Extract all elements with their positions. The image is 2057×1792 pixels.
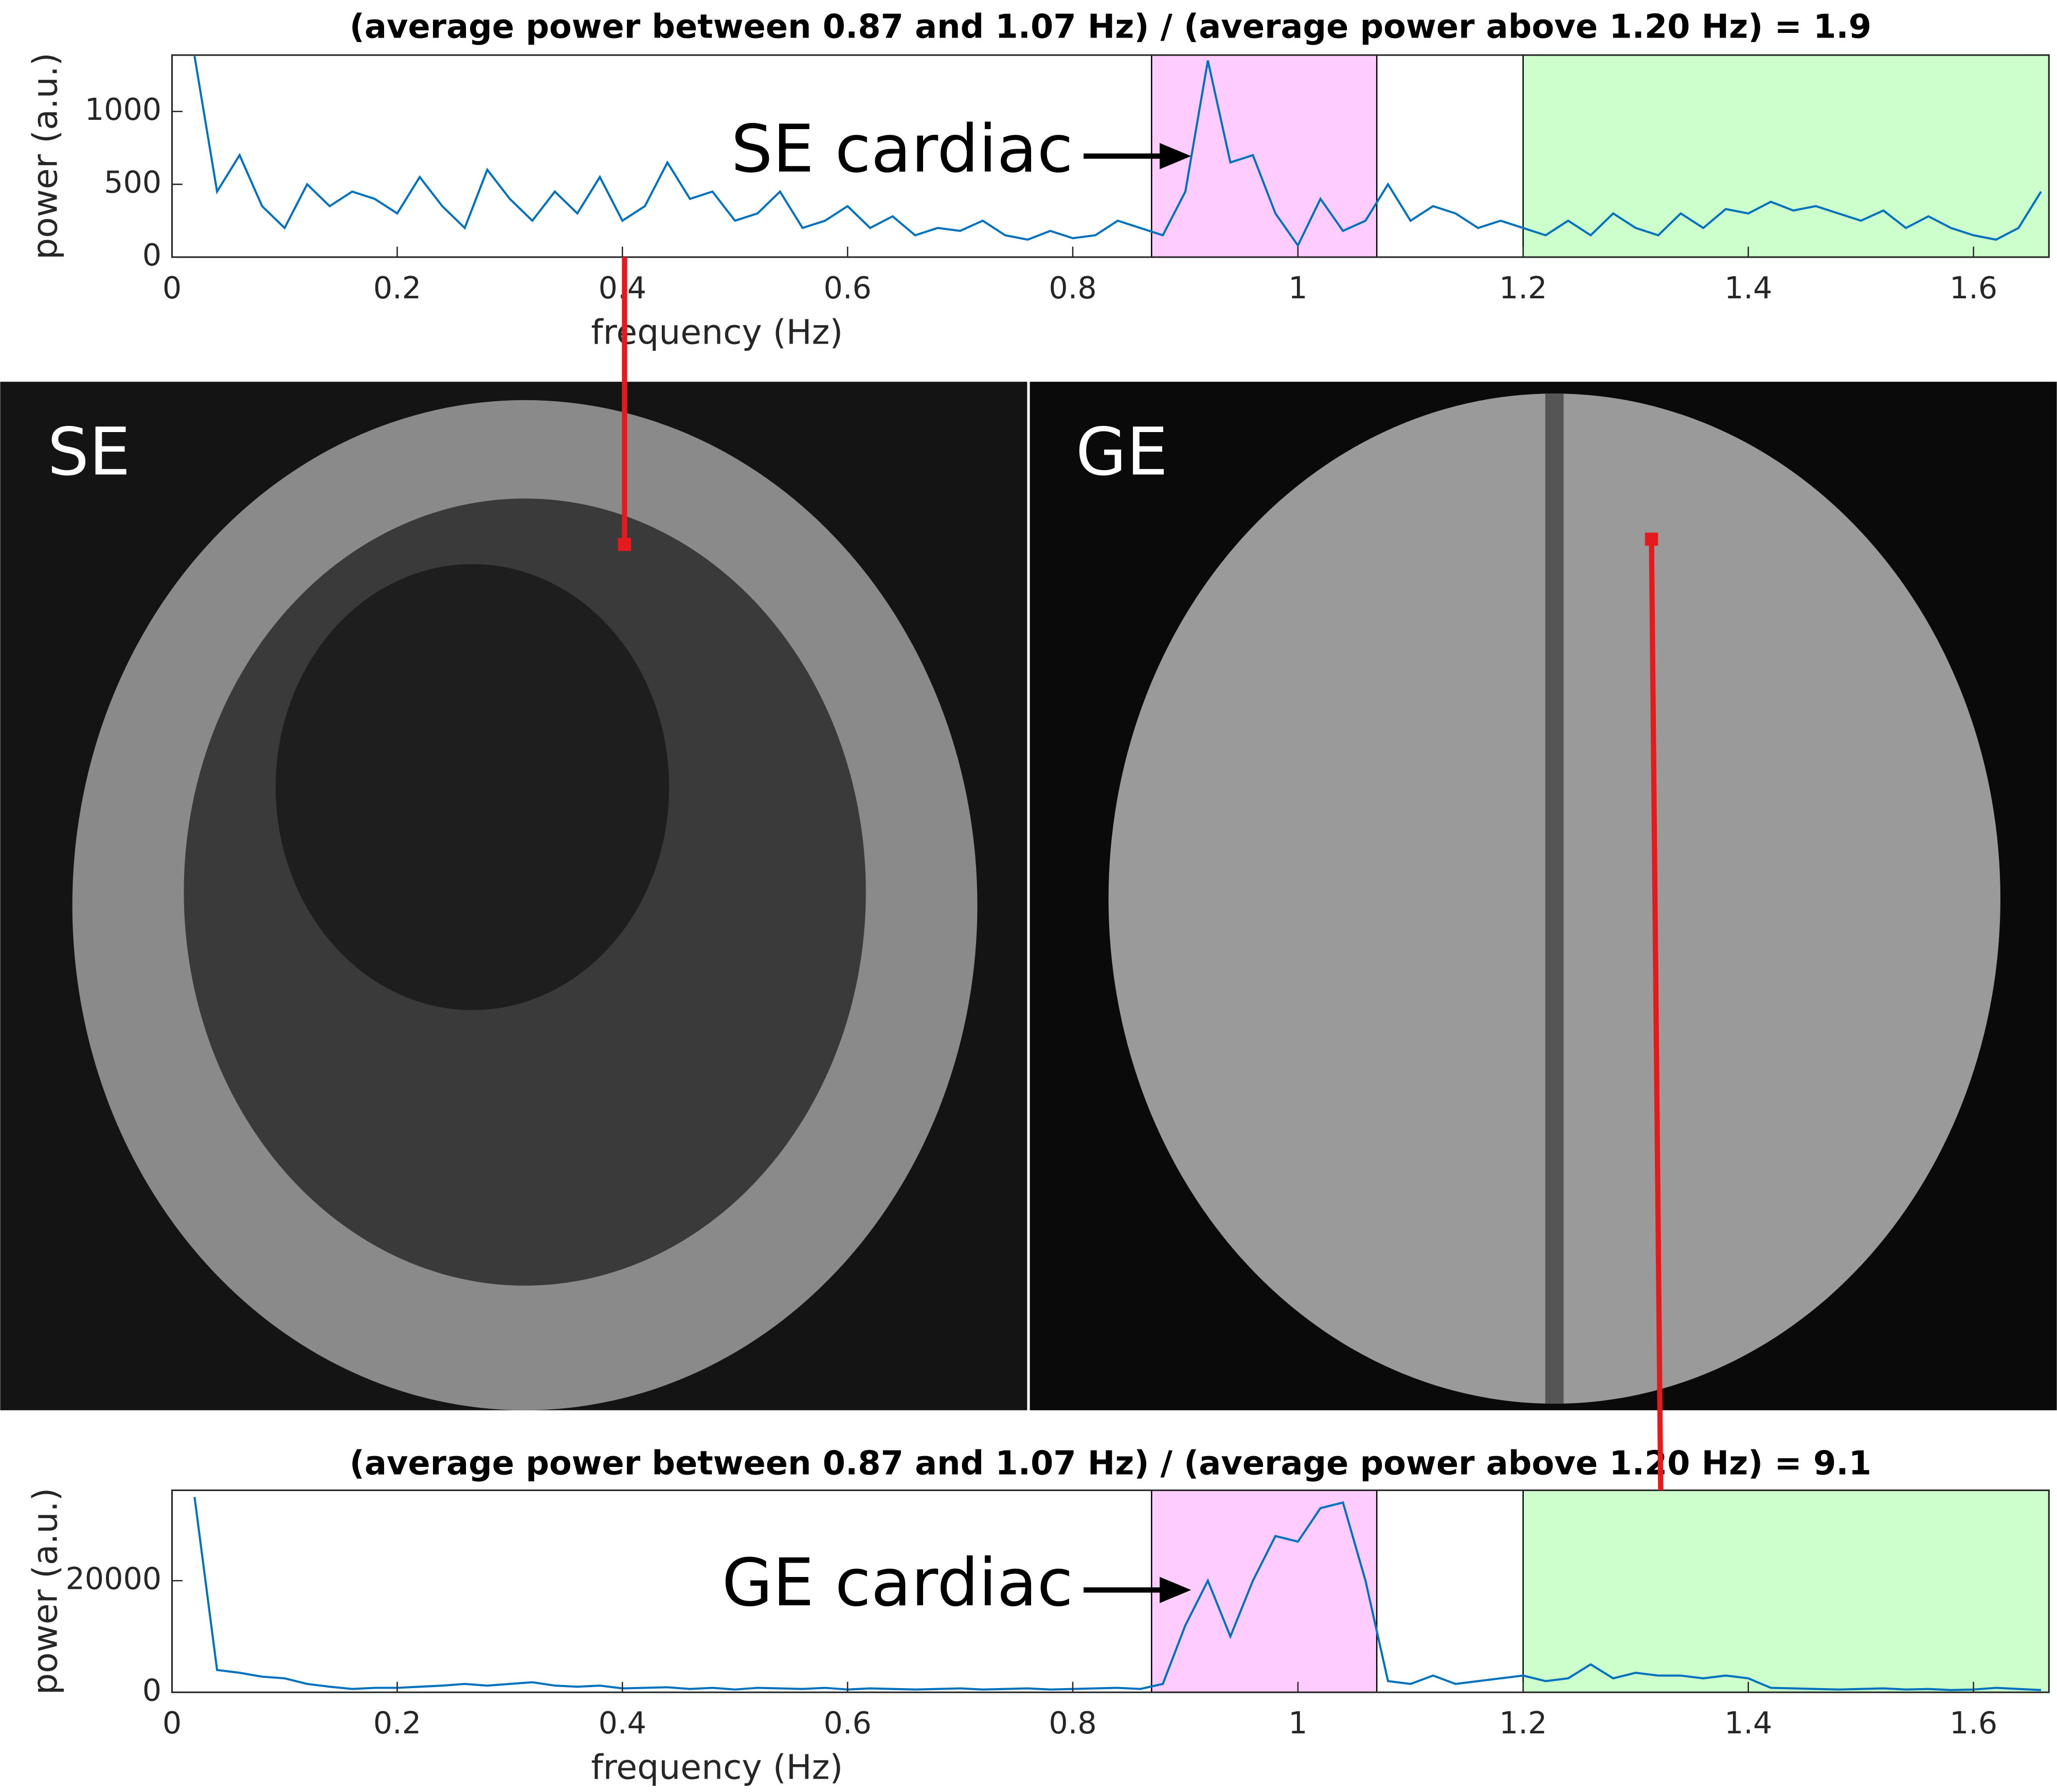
y-tick-label: 0 xyxy=(142,1673,161,1708)
x-tick-label: 1 xyxy=(1288,1706,1307,1741)
x-tick-label: 0 xyxy=(163,271,182,306)
annotation-arrowhead xyxy=(1160,1576,1192,1603)
x-axis-label: frequency (Hz) xyxy=(591,1747,843,1787)
y-axis-label: power (a.u.) xyxy=(25,52,65,260)
x-tick-label: 0 xyxy=(163,1706,182,1741)
x-tick-label: 0.4 xyxy=(599,1706,646,1741)
image-label: GE xyxy=(1076,415,1168,491)
mri-panels: SE GE xyxy=(0,382,2057,1410)
x-tick-label: 1 xyxy=(1288,271,1307,306)
frequency-band xyxy=(1522,1490,2050,1693)
x-tick-label: 1.6 xyxy=(1950,271,1997,306)
x-tick-label: 0.8 xyxy=(1049,1706,1096,1741)
frequency-band xyxy=(1151,1490,1378,1693)
chart-title: (average power between 0.87 and 1.07 Hz)… xyxy=(350,1445,1871,1483)
x-tick-label: 1.2 xyxy=(1499,1706,1547,1741)
line-chart: 00.20.40.60.811.21.41.605001000(average … xyxy=(25,8,2050,352)
line-series xyxy=(193,56,2042,248)
y-tick-label: 20000 xyxy=(66,1561,162,1596)
x-axis-label: frequency (Hz) xyxy=(591,312,843,352)
line-chart: 0 0.2 0.4 0.6 0.8 1 1.2 1.4 1.6 0 20000 (average po… xyxy=(25,1445,2050,1787)
voxel-marker xyxy=(618,537,631,551)
x-tick-label: 0.6 xyxy=(824,271,872,306)
plots: 0 0.2 0.4 0.6 0.8 1 1.2 1.4 1.6 0 500 1000 (average … xyxy=(25,8,2050,1787)
x-tick-label: 0.8 xyxy=(1049,271,1096,306)
connector xyxy=(1649,540,1664,1491)
x-tick-label: 0.2 xyxy=(373,271,421,306)
voxel-marker xyxy=(1645,532,1658,546)
se-dark-region xyxy=(276,564,670,1010)
x-tick-label: 1.4 xyxy=(1724,271,1772,306)
y-tick-label: 500 xyxy=(104,165,161,200)
chart-title: (average power between 0.87 and 1.07 Hz)… xyxy=(350,8,1871,46)
line-series xyxy=(193,1497,2042,1691)
plot-frame xyxy=(171,1489,2050,1693)
x-tick-label: 0.6 xyxy=(824,1706,872,1741)
frequency-band xyxy=(1522,54,2050,258)
annotation: SE cardiac xyxy=(731,112,1073,188)
ge-midline xyxy=(1545,393,1564,1404)
annotation-arrowhead xyxy=(1160,143,1192,170)
plot-frame xyxy=(171,54,2050,258)
x-tick-label: 1.2 xyxy=(1499,271,1547,306)
x-tick-label: 1.6 xyxy=(1950,1706,1997,1741)
x-tick-label: 1.4 xyxy=(1724,1706,1772,1741)
annotation: GE cardiac xyxy=(722,1545,1073,1621)
x-tick-label: 0.2 xyxy=(373,1706,421,1741)
y-axis-label: power (a.u.) xyxy=(25,1488,65,1695)
y-tick-label: 1000 xyxy=(85,92,161,127)
y-tick-label: 0 xyxy=(142,238,161,273)
image-label: SE xyxy=(47,415,131,491)
